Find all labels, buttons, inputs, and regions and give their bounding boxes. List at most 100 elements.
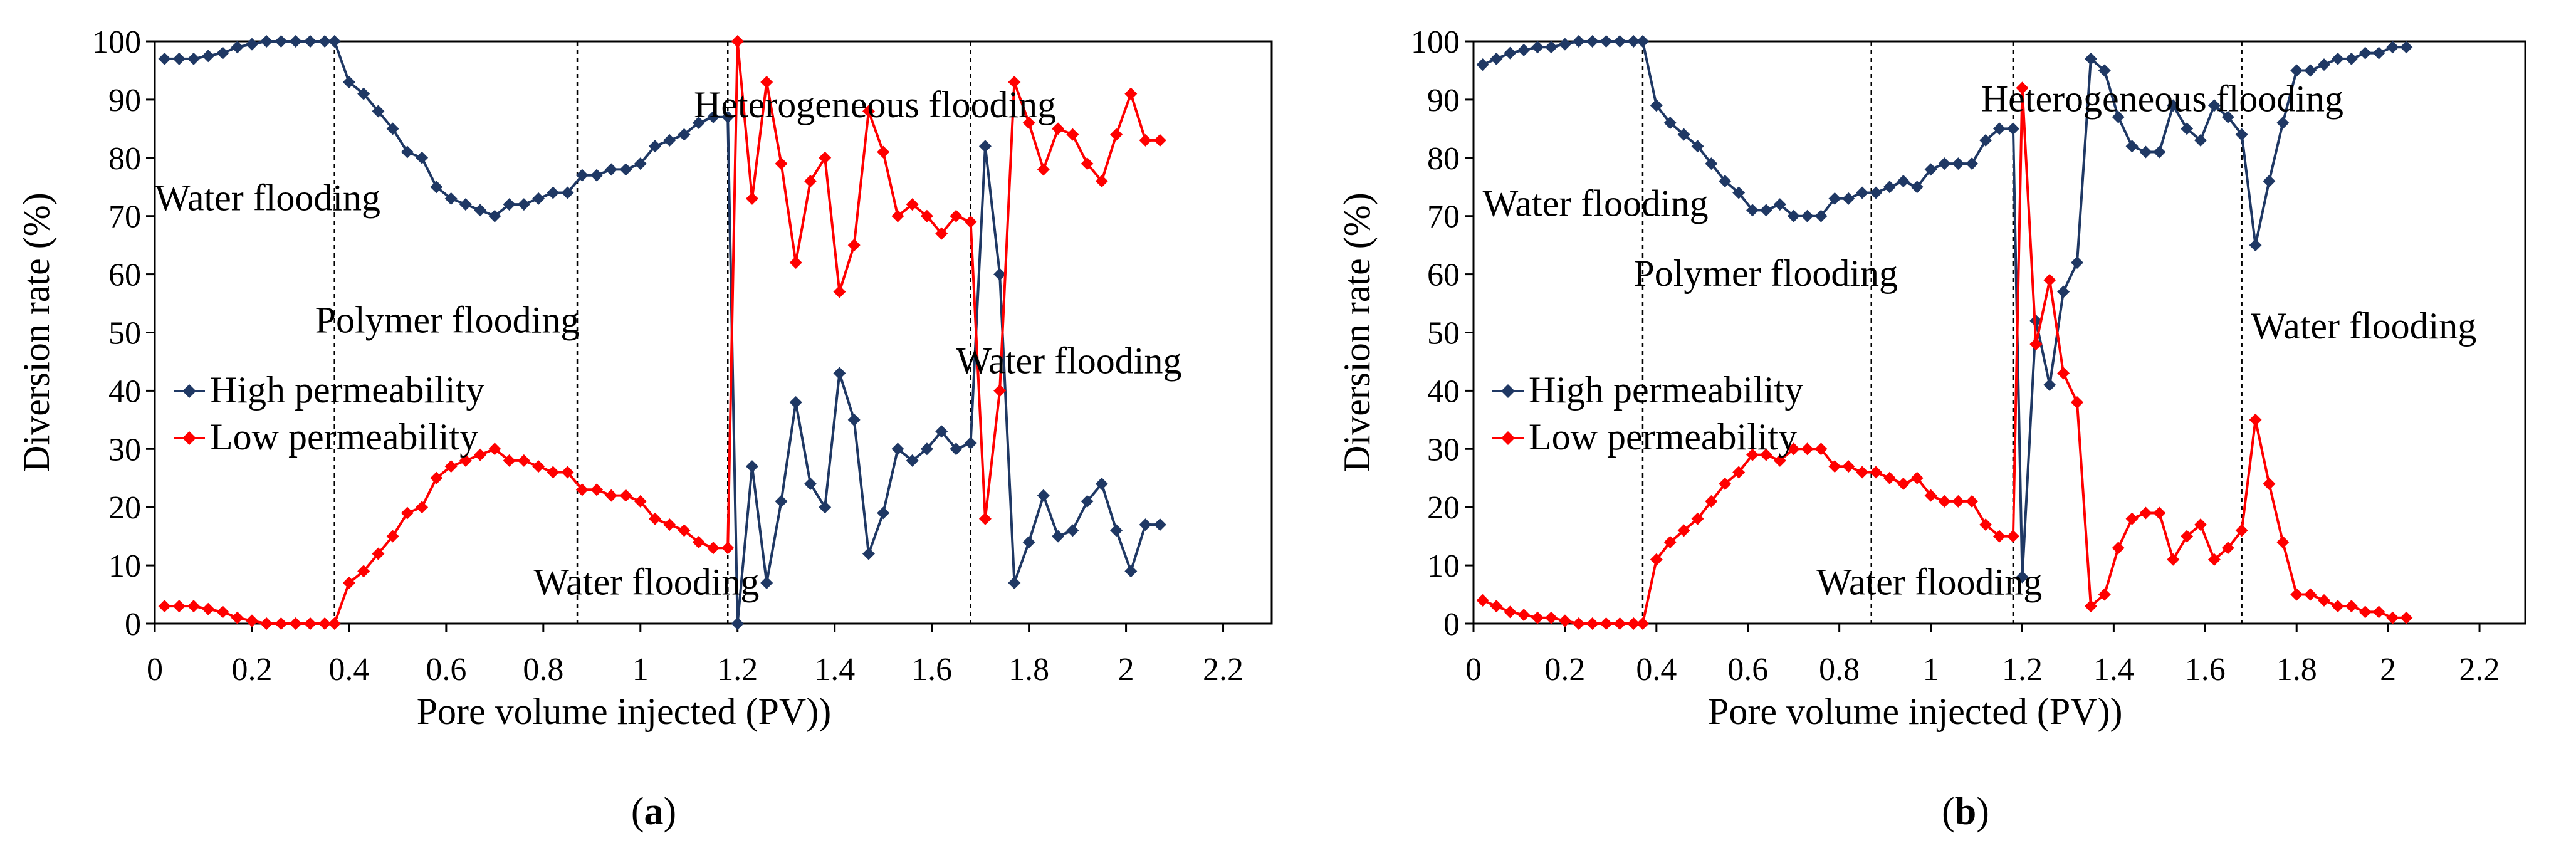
stage-annotation: Water flooding (533, 562, 759, 603)
data-point (517, 198, 530, 211)
legend-marker (1501, 431, 1515, 445)
data-point (532, 460, 545, 473)
data-point (1586, 617, 1599, 630)
data-point (1910, 181, 1924, 194)
data-point (1870, 466, 1883, 479)
data-point (1966, 495, 1979, 508)
data-point (561, 186, 574, 199)
data-point (1531, 611, 1544, 624)
data-point (459, 198, 472, 211)
data-point (2400, 611, 2413, 624)
data-point (444, 460, 458, 473)
data-point (547, 186, 560, 199)
data-point (1801, 442, 1814, 456)
data-point (187, 600, 200, 613)
data-point (2112, 110, 2125, 123)
data-point (2181, 530, 2194, 543)
data-point (819, 501, 832, 514)
data-point (1613, 35, 1626, 48)
data-point (2386, 611, 2399, 624)
data-point (1759, 448, 1772, 461)
legend-marker (182, 384, 196, 398)
data-point (289, 35, 302, 48)
stage-annotation: Heterogeneous flooding (1981, 78, 2343, 119)
data-point (2043, 273, 2056, 286)
x-tick-label: 0.8 (1819, 652, 1860, 688)
data-point (1081, 157, 1094, 170)
data-point (357, 87, 370, 100)
y-tick-label: 90 (108, 83, 141, 118)
data-point (1924, 489, 1937, 502)
data-point (1966, 157, 1979, 170)
data-point (216, 46, 229, 60)
x-tick-label: 0.4 (328, 652, 369, 688)
data-point (202, 50, 215, 63)
y-tick-label: 60 (1427, 258, 1460, 293)
data-point (1008, 76, 1021, 89)
stage-annotation: Water flooding (1483, 183, 1709, 224)
data-point (1746, 448, 1759, 461)
data-point (964, 215, 977, 228)
data-point (1979, 518, 1992, 531)
data-point (1993, 122, 2006, 135)
data-point (386, 122, 399, 135)
stage-annotation: Polymer flooding (315, 300, 580, 341)
y-tick-label: 0 (1443, 607, 1460, 642)
legend-marker (182, 431, 196, 445)
data-point (416, 501, 429, 514)
data-point (2386, 41, 2399, 54)
data-point (1572, 35, 1585, 48)
data-point (245, 38, 258, 51)
data-point (2331, 600, 2344, 613)
data-point (1979, 133, 1992, 147)
data-point (2331, 52, 2344, 65)
data-point (2016, 570, 2029, 584)
data-point (2125, 512, 2139, 525)
data-point (1627, 617, 1640, 630)
data-point (1773, 454, 1786, 467)
x-tick-label: 1.4 (814, 652, 855, 688)
data-point (862, 105, 875, 118)
data-point (372, 547, 385, 560)
x-tick-label: 0.6 (1727, 652, 1768, 688)
data-point (1504, 605, 1517, 619)
y-tick-label: 70 (108, 199, 141, 235)
data-point (1897, 478, 1910, 491)
data-point (804, 478, 817, 491)
data-point (1095, 174, 1108, 187)
data-point (1952, 157, 1965, 170)
data-point (575, 169, 589, 182)
data-point (216, 605, 229, 619)
data-point (1558, 614, 1571, 627)
data-point (2359, 605, 2372, 619)
data-point (1663, 117, 1677, 130)
data-point (789, 256, 802, 270)
stage-annotation: Water flooding (1816, 562, 2042, 603)
data-point (275, 35, 288, 48)
data-point (1504, 46, 1517, 60)
y-tick-label: 50 (108, 316, 141, 352)
data-point (760, 76, 773, 89)
data-point (1476, 594, 1489, 607)
data-point (1517, 609, 1531, 622)
data-point (2263, 174, 2276, 187)
data-point (649, 512, 662, 525)
data-point (2029, 338, 2043, 351)
data-point (245, 614, 258, 627)
data-point (158, 52, 171, 65)
x-tick-label: 1 (632, 652, 649, 688)
x-tick-label: 2 (1118, 652, 1134, 688)
data-point (1787, 209, 1800, 222)
data-point (318, 35, 332, 48)
data-point (663, 518, 676, 531)
data-point (619, 489, 632, 502)
y-axis-label: Diversion rate (%) (16, 192, 57, 472)
data-point (444, 192, 458, 205)
data-point (906, 454, 919, 467)
data-point (1558, 38, 1571, 51)
data-point (590, 169, 604, 182)
data-point (775, 495, 788, 508)
data-point (328, 617, 341, 630)
data-point (1572, 617, 1585, 630)
